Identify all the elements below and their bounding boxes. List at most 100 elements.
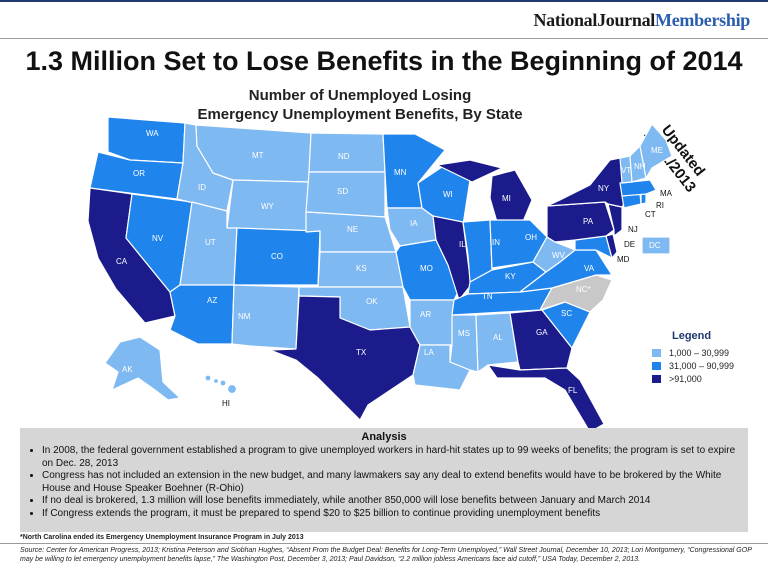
label-RI: RI (656, 201, 664, 210)
label-MI: MI (502, 194, 511, 203)
legend-item-low: 1,000 – 30,999 (652, 346, 762, 359)
state-labels: WA OR CA NV ID MT WY UT AZ CO NM ND SD N… (116, 129, 663, 395)
state-AZ (169, 284, 235, 345)
state-DE (605, 233, 618, 259)
label-SC: SC (561, 309, 572, 318)
label-CO: CO (271, 252, 283, 261)
legend-swatch-high (652, 374, 661, 383)
state-FL (487, 364, 605, 430)
legend-title: Legend (672, 330, 712, 342)
label-WA: WA (146, 129, 159, 138)
state-PA (546, 201, 615, 243)
label-MT: MT (252, 151, 264, 160)
state-WA (107, 116, 186, 164)
state-NM (231, 284, 300, 350)
analysis-title: Analysis (361, 431, 407, 443)
label-NH: NH (634, 162, 646, 171)
legend-swatch-low (652, 348, 661, 357)
state-NY (546, 157, 631, 208)
state-HI (204, 374, 238, 395)
state-AK (104, 336, 181, 401)
page-title: 1.3 Million Set to Lose Benefits in the … (25, 46, 743, 76)
label-AR: AR (420, 310, 431, 319)
analysis-box: Analysis In 2008, the federal government… (20, 428, 748, 532)
label-KS: KS (356, 264, 367, 273)
label-CT: CT (645, 210, 656, 219)
analysis-bullet: If Congress extends the program, it must… (42, 508, 738, 521)
legend-item-mid: 31,000 – 90,999 (652, 359, 762, 372)
source-citation: Source: Center for American Progress, 20… (20, 547, 752, 563)
analysis-bullet: If no deal is brokered, 1.3 million will… (42, 495, 738, 508)
label-MD: MD (617, 255, 630, 264)
label-HI: HI (222, 399, 230, 408)
label-NM: NM (238, 312, 251, 321)
label-MN: MN (394, 168, 407, 177)
legend-swatch-mid (652, 361, 661, 370)
label-DC: DC (649, 241, 661, 250)
footer-divider (0, 543, 768, 544)
state-NC (539, 274, 613, 313)
map-subtitle: Number of Unemployed Losing Emergency Un… (150, 86, 570, 124)
state-DC (641, 236, 671, 255)
map-legend: Legend 1,000 – 30,999 31,000 – 90,999 >9… (652, 330, 762, 385)
analysis-bullet: In 2008, the federal government establis… (42, 445, 738, 470)
label-IA: IA (410, 219, 418, 228)
label-DE: DE (624, 240, 635, 249)
us-map: WA OR CA NV ID MT WY UT AZ CO NM ND SD N… (87, 116, 673, 430)
label-AZ: AZ (207, 296, 217, 305)
label-GA: GA (536, 328, 548, 337)
label-NY: NY (598, 184, 610, 193)
brand-logo-part2: Membership (655, 10, 750, 30)
label-OH: OH (525, 233, 537, 242)
label-NV: NV (152, 234, 164, 243)
label-VT: VT (621, 166, 631, 175)
label-MS: MS (458, 329, 470, 338)
label-WY: WY (261, 202, 275, 211)
label-TX: TX (356, 348, 367, 357)
label-SD: SD (337, 187, 348, 196)
header-divider (0, 38, 768, 39)
state-RI (640, 193, 647, 205)
state-LA (412, 344, 471, 391)
label-WI: WI (443, 190, 453, 199)
state-ME (639, 123, 673, 179)
label-CA: CA (116, 257, 128, 266)
label-LA: LA (424, 348, 434, 357)
label-ND: ND (338, 152, 350, 161)
label-FL: FL (568, 386, 578, 395)
label-ID: ID (198, 183, 206, 192)
label-UT: UT (205, 238, 216, 247)
analysis-list: In 2008, the federal government establis… (20, 445, 748, 521)
label-OR: OR (133, 169, 145, 178)
label-AK: AK (122, 365, 133, 374)
state-MS (449, 314, 479, 373)
state-TX (269, 295, 421, 421)
analysis-bullet: Congress has not included an extension i… (42, 470, 738, 495)
map-subtitle-line2: Emergency Unemployment Benefits, By Stat… (197, 106, 523, 123)
label-KY: KY (505, 272, 516, 281)
brand-logo: NationalJournalMembership (533, 10, 750, 31)
map-subtitle-line1: Number of Unemployed Losing (248, 87, 472, 104)
legend-label-high: >91,000 (669, 373, 702, 384)
state-MA (619, 179, 657, 197)
label-MO: MO (420, 264, 433, 273)
label-ME: ME (651, 146, 663, 155)
state-AL (475, 312, 519, 373)
brand-logo-part1: NationalJournal (533, 10, 655, 30)
label-OK: OK (366, 297, 378, 306)
label-VA: VA (584, 264, 595, 273)
label-IL: IL (459, 240, 466, 249)
state-AR (409, 299, 455, 346)
legend-label-mid: 31,000 – 90,999 (669, 360, 735, 371)
label-MA: MA (660, 189, 673, 198)
label-WV: WV (552, 251, 566, 260)
top-accent-bar (0, 0, 768, 2)
label-NE: NE (347, 225, 358, 234)
legend-item-high: >91,000 (652, 372, 762, 385)
label-NJ: NJ (628, 225, 638, 234)
label-TN: TN (482, 292, 493, 301)
label-IN: IN (492, 238, 500, 247)
footnote: *North Carolina ended its Emergency Unem… (20, 534, 304, 541)
legend-label-low: 1,000 – 30,999 (669, 347, 730, 358)
label-PA: PA (583, 217, 594, 226)
